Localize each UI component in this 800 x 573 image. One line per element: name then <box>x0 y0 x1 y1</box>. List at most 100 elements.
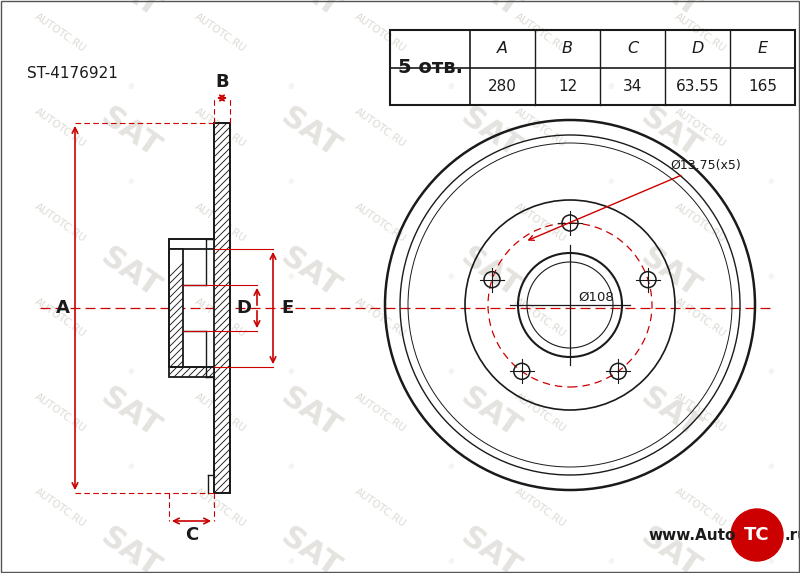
Text: ®: ® <box>446 464 454 473</box>
Text: A: A <box>497 41 508 56</box>
Text: ®: ® <box>606 559 614 567</box>
Text: AUTOTC.RU: AUTOTC.RU <box>673 202 727 244</box>
Text: AUTOTC.RU: AUTOTC.RU <box>353 297 407 339</box>
Text: www.Auto: www.Auto <box>648 528 735 543</box>
Text: AUTOTC.RU: AUTOTC.RU <box>673 107 727 150</box>
Text: AUTOTC.RU: AUTOTC.RU <box>33 11 87 54</box>
Text: SAT: SAT <box>635 103 705 164</box>
Text: AUTOTC.RU: AUTOTC.RU <box>353 202 407 244</box>
Text: AUTOTC.RU: AUTOTC.RU <box>353 107 407 150</box>
Text: SAT: SAT <box>275 523 345 573</box>
Text: ®: ® <box>766 559 774 567</box>
Text: SAT: SAT <box>275 103 345 164</box>
Text: ®: ® <box>126 273 134 282</box>
Text: ®: ® <box>286 464 294 473</box>
Text: ®: ® <box>446 84 454 92</box>
Text: SAT: SAT <box>95 103 165 164</box>
Text: SAT: SAT <box>635 0 705 23</box>
Text: C: C <box>627 41 638 56</box>
Text: ®: ® <box>126 464 134 473</box>
Text: A: A <box>56 299 70 317</box>
Text: ®: ® <box>446 368 454 378</box>
Text: 165: 165 <box>748 79 777 94</box>
Text: AUTOTC.RU: AUTOTC.RU <box>33 297 87 339</box>
Text: ®: ® <box>126 368 134 378</box>
Text: AUTOTC.RU: AUTOTC.RU <box>673 486 727 529</box>
Text: Ø13.75(x5): Ø13.75(x5) <box>529 159 741 240</box>
Text: AUTOTC.RU: AUTOTC.RU <box>513 486 567 529</box>
Text: ®: ® <box>446 559 454 567</box>
Text: ®: ® <box>766 273 774 282</box>
Text: AUTOTC.RU: AUTOTC.RU <box>193 107 247 150</box>
Text: AUTOTC.RU: AUTOTC.RU <box>513 392 567 434</box>
Text: AUTOTC.RU: AUTOTC.RU <box>193 11 247 54</box>
Text: E: E <box>758 41 767 56</box>
Text: ®: ® <box>606 368 614 378</box>
Text: AUTOTC.RU: AUTOTC.RU <box>353 11 407 54</box>
Text: ®: ® <box>446 179 454 187</box>
Text: B: B <box>215 73 229 91</box>
Text: SAT: SAT <box>275 0 345 23</box>
Text: SAT: SAT <box>95 0 165 23</box>
Text: AUTOTC.RU: AUTOTC.RU <box>33 107 87 150</box>
Text: 63.55: 63.55 <box>676 79 719 94</box>
Text: AUTOTC.RU: AUTOTC.RU <box>353 486 407 529</box>
Text: ®: ® <box>606 464 614 473</box>
Text: AUTOTC.RU: AUTOTC.RU <box>193 297 247 339</box>
Text: SAT: SAT <box>455 382 525 444</box>
Text: SAT: SAT <box>275 382 345 444</box>
Text: AUTOTC.RU: AUTOTC.RU <box>673 11 727 54</box>
Text: ®: ® <box>286 84 294 92</box>
Text: SAT: SAT <box>455 103 525 164</box>
Text: ®: ® <box>766 368 774 378</box>
Text: SAT: SAT <box>455 242 525 304</box>
Text: ®: ® <box>126 179 134 187</box>
Text: ®: ® <box>126 84 134 92</box>
Text: SAT: SAT <box>455 0 525 23</box>
Text: AUTOTC.RU: AUTOTC.RU <box>33 486 87 529</box>
Text: AUTOTC.RU: AUTOTC.RU <box>33 202 87 244</box>
Text: AUTOTC.RU: AUTOTC.RU <box>513 202 567 244</box>
Polygon shape <box>169 249 183 367</box>
Text: 12: 12 <box>558 79 577 94</box>
Text: SAT: SAT <box>275 242 345 304</box>
Text: SAT: SAT <box>95 382 165 444</box>
Text: C: C <box>185 526 198 544</box>
Text: ®: ® <box>766 179 774 187</box>
Text: D: D <box>237 299 251 317</box>
Text: AUTOTC.RU: AUTOTC.RU <box>193 486 247 529</box>
Text: SAT: SAT <box>635 523 705 573</box>
Text: SAT: SAT <box>95 523 165 573</box>
Circle shape <box>731 509 783 561</box>
Text: AUTOTC.RU: AUTOTC.RU <box>193 202 247 244</box>
Text: E: E <box>281 299 294 317</box>
Text: ®: ® <box>606 273 614 282</box>
Text: ®: ® <box>286 179 294 187</box>
Text: AUTOTC.RU: AUTOTC.RU <box>513 11 567 54</box>
Text: SAT: SAT <box>635 242 705 304</box>
Text: AUTOTC.RU: AUTOTC.RU <box>353 392 407 434</box>
Text: ®: ® <box>766 84 774 92</box>
Text: 280: 280 <box>488 79 517 94</box>
Text: SAT: SAT <box>95 242 165 304</box>
Text: AUTOTC.RU: AUTOTC.RU <box>513 107 567 150</box>
Text: SAT: SAT <box>635 382 705 444</box>
Text: ®: ® <box>286 273 294 282</box>
Text: 5 отв.: 5 отв. <box>398 58 462 77</box>
Polygon shape <box>169 367 214 377</box>
Text: ®: ® <box>446 273 454 282</box>
Text: B: B <box>562 41 573 56</box>
Text: ®: ® <box>606 84 614 92</box>
Text: Ø108: Ø108 <box>578 291 614 304</box>
Polygon shape <box>169 239 214 249</box>
Text: .ru: .ru <box>785 528 800 543</box>
Text: 34: 34 <box>623 79 642 94</box>
Text: SAT: SAT <box>455 523 525 573</box>
Text: ST-4176921: ST-4176921 <box>26 65 118 80</box>
Text: AUTOTC.RU: AUTOTC.RU <box>673 392 727 434</box>
Text: D: D <box>691 41 704 56</box>
Text: AUTOTC.RU: AUTOTC.RU <box>193 392 247 434</box>
Text: ®: ® <box>766 464 774 473</box>
Polygon shape <box>214 123 230 493</box>
Text: TC: TC <box>744 526 770 544</box>
